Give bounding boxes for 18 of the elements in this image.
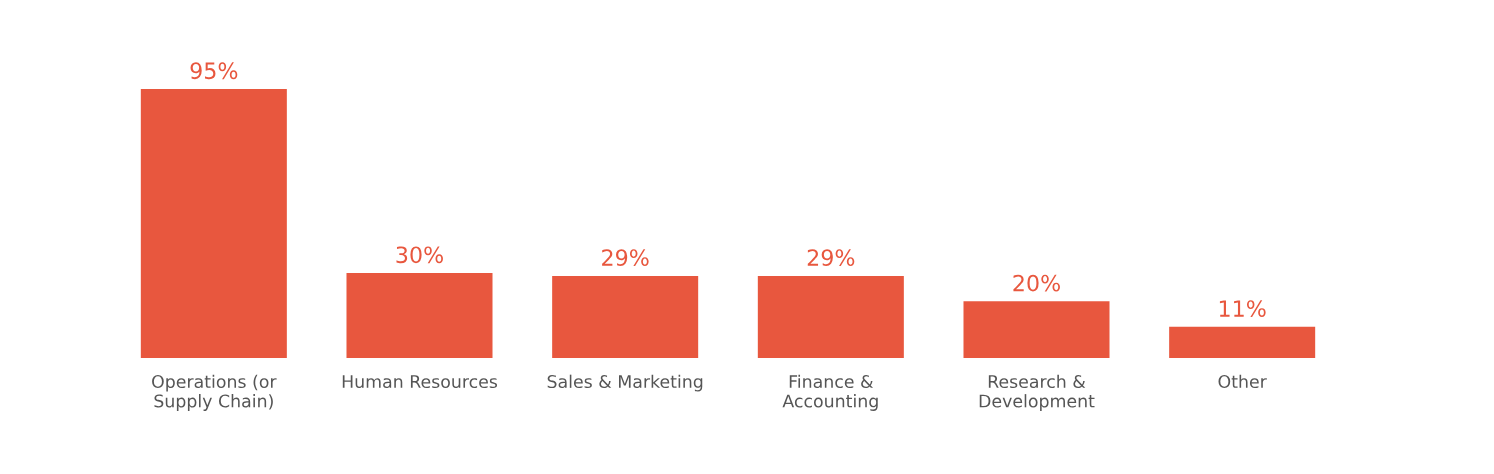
data-label: 20% (1013, 274, 1060, 292)
bar (963, 301, 1110, 358)
data-label: 29% (807, 249, 855, 267)
bar (1169, 326, 1316, 358)
x-tick-label: Operations (or Supply Chain) (152, 374, 277, 411)
x-tick-label: Human Resources (342, 375, 498, 389)
bar (552, 275, 699, 358)
x-tick-label: Finance & Accounting (782, 374, 878, 411)
x-tick-label: Research & Development (979, 374, 1095, 411)
bar (757, 275, 904, 358)
bar (346, 273, 493, 358)
data-label: 11% (1219, 300, 1266, 317)
bar (140, 89, 287, 358)
x-tick-label: Other (1218, 374, 1267, 389)
data-label: 29% (602, 249, 649, 267)
x-tick-label: Sales & Marketing (547, 374, 703, 392)
data-label: 95% (190, 62, 238, 80)
data-label: 30% (396, 246, 443, 264)
